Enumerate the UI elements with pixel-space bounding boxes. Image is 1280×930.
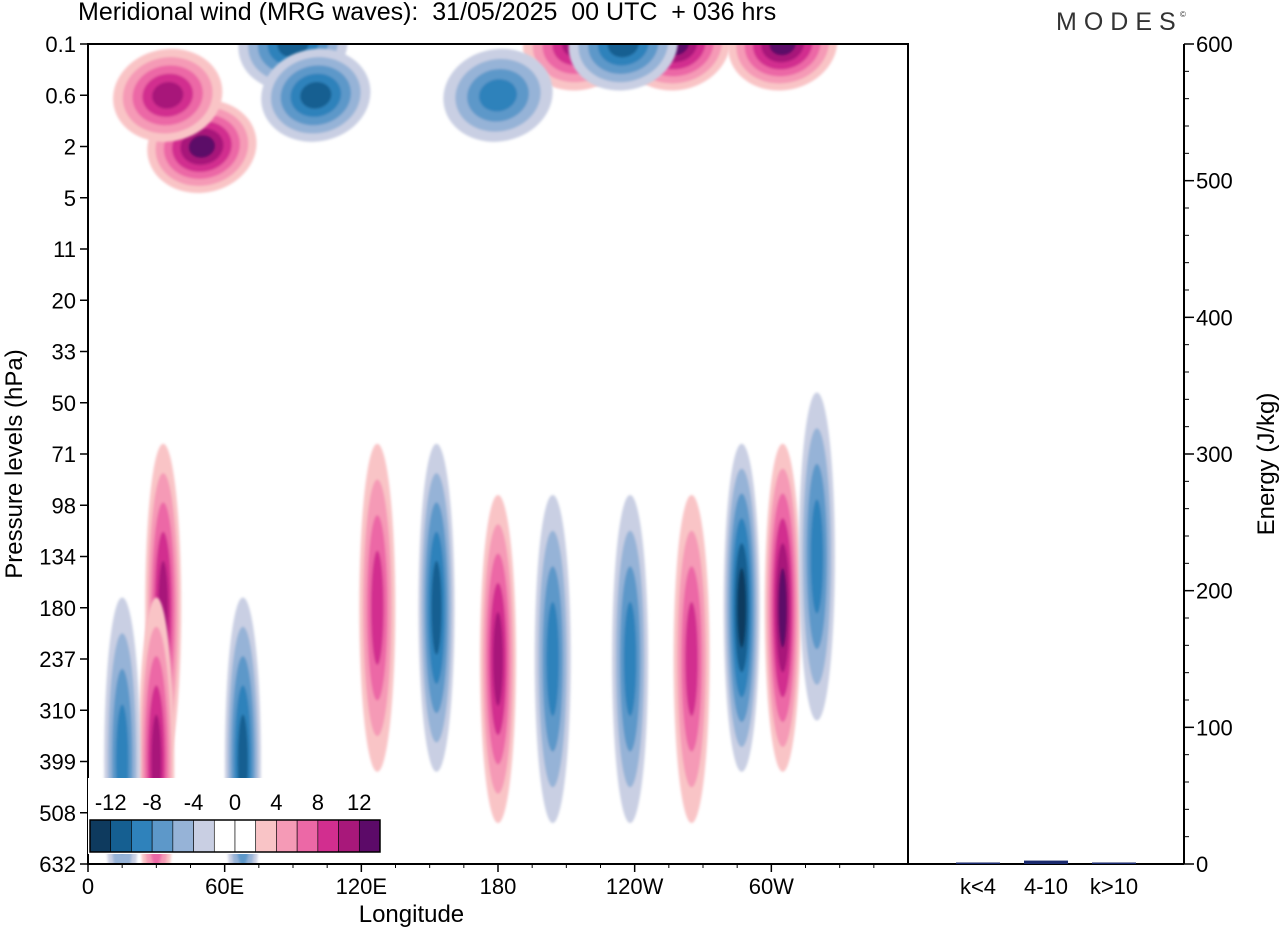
wind-feature-7 (443, 48, 553, 142)
y-tick-label: 2 (64, 135, 76, 160)
y-tick-label: 632 (39, 852, 76, 877)
x-axis-title: Longitude (359, 901, 464, 928)
colorbar-swatch (338, 819, 360, 853)
wind-feature-20 (612, 495, 649, 823)
x-tick-label: 0 (82, 874, 94, 899)
y-tick-label: 0.1 (45, 32, 76, 57)
wind-feature-1 (113, 48, 223, 142)
energy-axis-title: Energy (J/kg) (1253, 393, 1280, 536)
wind-feature-16 (104, 597, 141, 864)
contour-band (492, 612, 504, 706)
energy-category-label: 4-10 (1024, 874, 1068, 899)
colorbar-tick-label: -8 (142, 790, 162, 815)
x-tick-label: 120W (606, 874, 664, 899)
energy-tick-label: 300 (1196, 442, 1233, 467)
x-tick-label: 120E (336, 874, 387, 899)
x-tick-label: 60E (205, 874, 244, 899)
energy-tick-label: 0 (1196, 852, 1208, 877)
y-tick-label: 134 (39, 545, 76, 570)
y-tick-label: 20 (52, 288, 76, 313)
energy-tick-label: 200 (1196, 579, 1233, 604)
colorbar-tick-label: 0 (229, 790, 241, 815)
contour-band (810, 499, 824, 614)
y-tick-label: 508 (39, 801, 76, 826)
y-tick-label: 33 (52, 340, 76, 365)
brand-logo: MODES (1056, 8, 1183, 36)
colorbar-swatch (213, 819, 236, 853)
contour-band (546, 602, 559, 716)
colorbar: -12 -8 -4 0 4 8 12 (88, 778, 382, 854)
y-tick-label: 399 (39, 750, 76, 775)
colorbar-frame (89, 819, 381, 853)
y-tick-label: 98 (52, 493, 76, 518)
energy-bar (1024, 860, 1068, 864)
colorbar-swatch (296, 819, 319, 853)
colorbar-tick-label: 4 (270, 790, 282, 815)
wind-feature-18 (418, 443, 455, 772)
wind-feature-14 (673, 495, 710, 823)
contour-band (152, 81, 184, 109)
contour-band (479, 79, 517, 112)
energy-category-label: k<4 (960, 874, 996, 899)
colorbar-tick-label: -4 (184, 790, 204, 815)
colorbar-swatch (276, 819, 298, 853)
energy-tick-label: 100 (1196, 715, 1233, 740)
wind-feature-19 (534, 495, 571, 823)
y-axis-title: Pressure levels (hPa) (1, 349, 28, 578)
colorbar-swatch (234, 819, 257, 853)
wind-feature-11 (764, 443, 801, 772)
colorbar-swatch (193, 819, 215, 853)
colorbar-swatch (358, 819, 381, 853)
y-tick-label: 310 (39, 698, 76, 723)
y-tick-label: 50 (52, 391, 76, 416)
energy-tick-label: 500 (1196, 169, 1233, 194)
contour-band (431, 560, 442, 655)
contour-band (597, 44, 649, 66)
contour-band (300, 81, 332, 109)
colorbar-tick-label: 12 (347, 790, 371, 815)
contour-band (188, 135, 216, 158)
axes: 0.1 0.6 2 5 11 20 33 50 71 98 134 180 237 310 399 508 63… (1, 32, 909, 928)
colorbar-swatch (317, 819, 339, 853)
wind-feature-21 (798, 392, 835, 721)
wind-feature-6 (261, 48, 371, 142)
colorbar-tick-label: -12 (95, 790, 127, 815)
colorbar-swatch (110, 819, 132, 853)
contour-band (623, 602, 637, 716)
contour-band (737, 568, 747, 648)
x-tick-label: 60W (749, 874, 794, 899)
wind-feature-15 (723, 443, 760, 772)
energy-bar (1092, 862, 1136, 864)
contour-band (371, 550, 384, 665)
contour-band (769, 44, 796, 56)
contour-band (685, 602, 698, 716)
y-tick-label: 11 (53, 237, 76, 262)
wind-feature-4 (728, 44, 838, 91)
y-tick-label: 0.6 (45, 83, 76, 108)
colorbar-swatch (255, 819, 277, 853)
wind-feature-10 (138, 597, 175, 864)
colorbar-tick-label: 8 (312, 790, 324, 815)
colorbar-swatch (131, 819, 153, 853)
brand-copyright-mark: © (1180, 10, 1186, 19)
contour-band (778, 568, 788, 648)
wind-feature-13 (359, 443, 396, 772)
energy-panel: 0 100 200 300 400 500 600 Energy (J/kg) k<4 4-10 k… (908, 32, 1280, 899)
chart-title: Meridional wind (MRG waves): 31/05/2025 … (78, 0, 777, 26)
y-tick-label: 71 (52, 442, 76, 467)
wind-feature-12 (480, 495, 516, 823)
colorbar-swatch (172, 819, 194, 853)
energy-category-label: k>10 (1090, 874, 1138, 899)
energy-bar (956, 862, 1000, 864)
energy-tick-label: 400 (1196, 305, 1233, 330)
y-tick-label: 237 (39, 647, 76, 672)
x-tick-label: 180 (480, 874, 517, 899)
colorbar-swatch (151, 819, 174, 853)
colorbar-swatch (89, 819, 112, 853)
energy-tick-label: 600 (1196, 32, 1233, 57)
y-tick-label: 180 (39, 596, 76, 621)
y-tick-label: 5 (64, 186, 76, 211)
